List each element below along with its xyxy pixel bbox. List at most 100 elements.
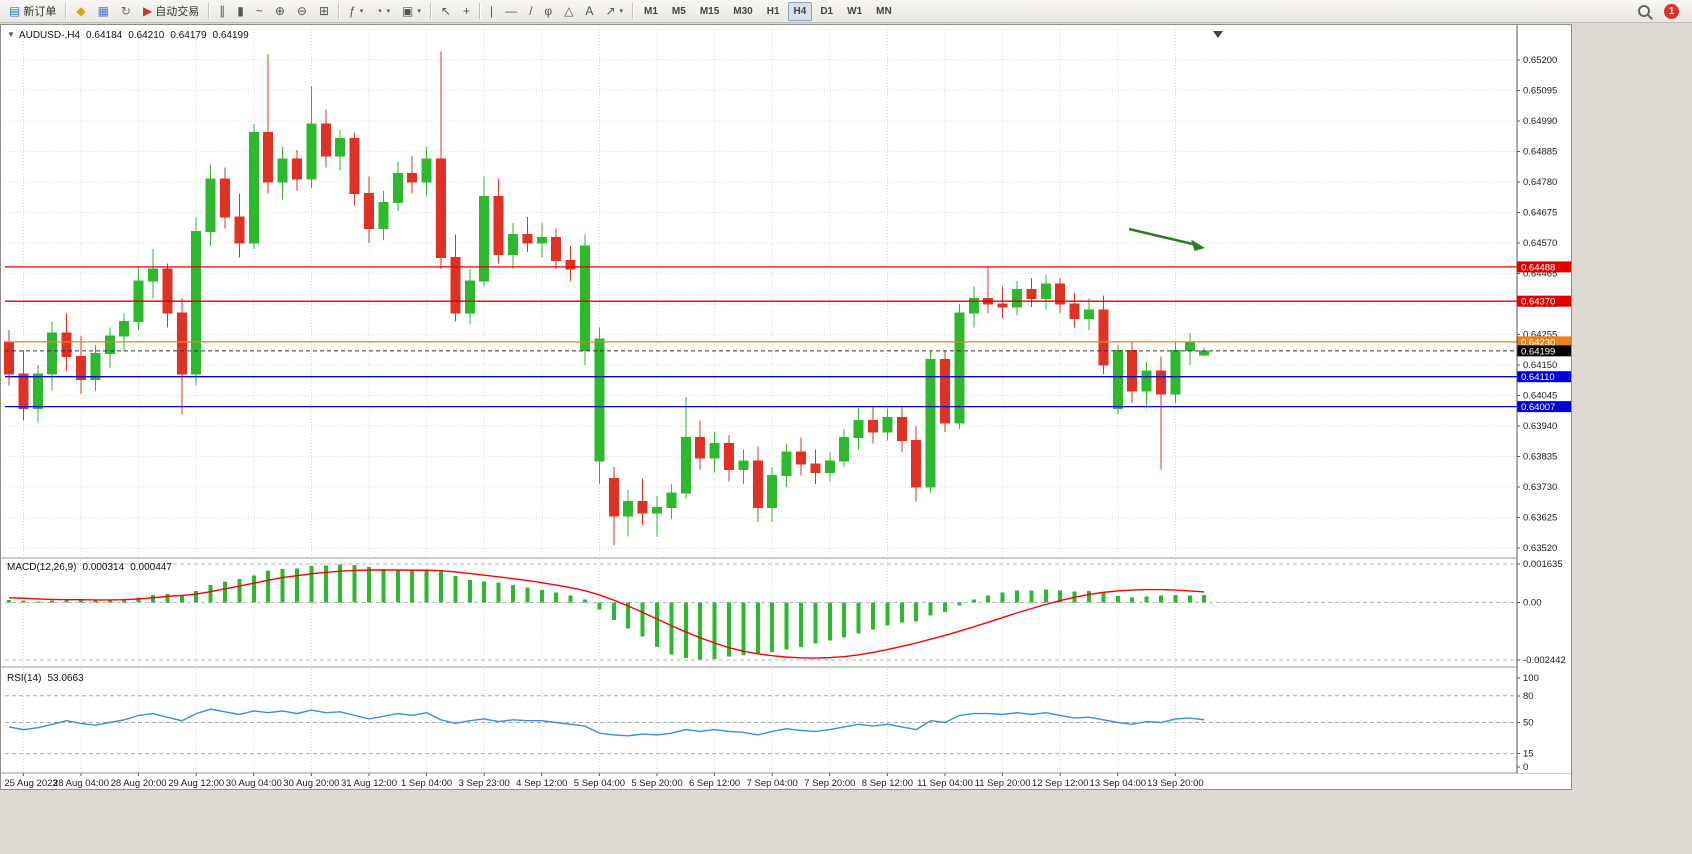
macd-signal-line [8,569,1205,659]
timeframe-m30-button[interactable]: M30 [727,2,758,21]
candle-body [1012,289,1022,308]
market-watch-button[interactable]: ◆ [71,2,90,21]
time-tick-label: 28 Aug 04:00 [53,778,109,789]
timeframe-h4-button[interactable]: H4 [787,1,813,21]
rsi-pane-separator[interactable] [1,666,1571,669]
price-tick-label: 0.64885 [1523,147,1557,158]
timeframe-mn-button[interactable]: MN [870,2,898,21]
timeframe-group: M1 M5 M15 M30 H1 H4 D1 W1 MN [637,0,899,22]
arrows-icon: ↗ [605,4,616,18]
time-tick-label: 7 Sep 04:00 [747,778,798,789]
macd-pane-separator[interactable] [1,557,1571,560]
fibonacci-button[interactable]: φ [539,2,557,21]
cursor-icon: ↖ [440,4,451,18]
candle-body [220,178,230,218]
candle-body [882,416,893,433]
new-order-button[interactable]: ▤ 新订单 [4,2,61,21]
candle-body [796,451,806,465]
charts-button[interactable]: ▦ [93,2,114,21]
candle-body [997,303,1008,308]
zoom-out-button[interactable]: ⊖ [292,2,312,21]
price-tag-64230 [1517,336,1571,348]
timeframe-m1-button[interactable]: M1 [638,2,664,21]
toolbar-group-1: ◆ ▦ ↻ ▶ 自动交易 [70,0,205,22]
macd-indicator-label: MACD(12,26,9) 0.000314 0.000447 [7,562,172,573]
candle-body [536,236,547,244]
time-tick-label: 7 Sep 20:00 [804,778,855,789]
rsi-name: RSI(14) [7,673,42,684]
refresh-icon: ↻ [120,4,131,18]
line-chart-button[interactable]: ~ [251,2,268,21]
candle-body [90,352,101,381]
trend-arrow-head-icon [1191,239,1205,251]
timeframe-m5-button[interactable]: M5 [666,2,692,21]
candle-body [191,230,202,375]
shapes-button[interactable]: △ [559,2,578,21]
candle-body [1184,341,1195,352]
vertical-line-button[interactable]: | [485,2,498,21]
time-tick-label: 5 Sep 20:00 [631,778,682,789]
search-button[interactable] [1633,2,1655,21]
candle-body [234,216,245,244]
timeframe-h1-button[interactable]: H1 [761,2,786,21]
zoom-in-button[interactable]: ⊕ [270,2,290,21]
candle-body [1040,283,1051,299]
trend-arrow-line[interactable] [1128,227,1198,247]
macd-scale-label: 0.001635 [1523,559,1563,570]
candle-body [522,233,533,244]
candle-body [479,196,490,282]
timeframe-m15-button[interactable]: M15 [694,2,725,21]
market-watch-icon: ◆ [76,4,86,18]
price-axis[interactable]: 0.65200 0.65095 0.64990 0.64885 0.64780 0.646… [1516,25,1571,773]
arrows-button[interactable]: ↗ ▾ [600,2,628,21]
candlesticks [4,51,1210,546]
candle-body [911,440,922,488]
horizontal-line-icon: — [505,4,518,18]
macd-scale-label: -0.002442 [1523,655,1566,666]
price-tag-text: 0.64110 [1521,372,1555,383]
autotrade-button[interactable]: ▶ 自动交易 [138,2,204,21]
candlestick-chart-button[interactable]: ▮ [232,2,249,21]
chart-title: ▼ AUDUSD-,H4 0.64184 0.64210 0.64179 0.64199 [7,30,249,41]
cursor-button[interactable]: ↖ [436,2,456,21]
toolbar-separator [65,3,68,19]
tile-windows-button[interactable]: ⊞ [314,2,334,21]
timeframe-w1-button[interactable]: W1 [841,2,868,21]
candle-body [493,196,504,256]
bar-chart-button[interactable]: ∥ [214,2,230,21]
candle-body [378,201,389,230]
price-tick-label: 0.63730 [1523,482,1557,493]
candle-body [580,245,590,352]
time-tick-label: 1 Sep 04:00 [401,778,452,789]
templates-button[interactable]: ▣ ▾ [397,2,426,21]
candle-body [1026,289,1037,299]
candle-body [1112,350,1123,410]
timeframe-d1-button[interactable]: D1 [814,2,839,21]
candle-body [335,138,346,157]
notification-badge[interactable]: 1 [1664,3,1679,19]
candle-body [176,312,187,375]
trend-arrow-annotation[interactable] [1128,227,1205,251]
crosshair-button[interactable]: + [458,2,475,21]
macd-scale-label: 0.00 [1523,597,1542,608]
indicators-button[interactable]: ƒ ▾ [344,2,368,21]
trendline-button[interactable]: / [524,2,537,21]
candle-body [666,492,677,508]
candle-body [839,437,850,462]
zoom-in-icon: ⊕ [274,4,285,18]
chart-canvas[interactable]: 0.65200 0.65095 0.64990 0.64885 0.64780 0.646… [1,25,1571,789]
price-tick-label: 0.65200 [1523,55,1557,66]
candle-body [954,312,965,424]
candle-body [738,460,749,471]
price-tick-label: 0.65095 [1523,86,1557,97]
horizontal-lines[interactable] [5,266,1517,408]
horizontal-line-button[interactable]: — [500,2,522,21]
candle-body [104,335,115,354]
rsi-line [8,708,1205,737]
macd-value-main: 0.000314 [82,562,125,573]
refresh-button[interactable]: ↻ [116,2,136,21]
periods-button[interactable]: ◔ ▾ [370,2,395,21]
candle-body [392,172,403,203]
text-button[interactable]: A [580,2,598,21]
